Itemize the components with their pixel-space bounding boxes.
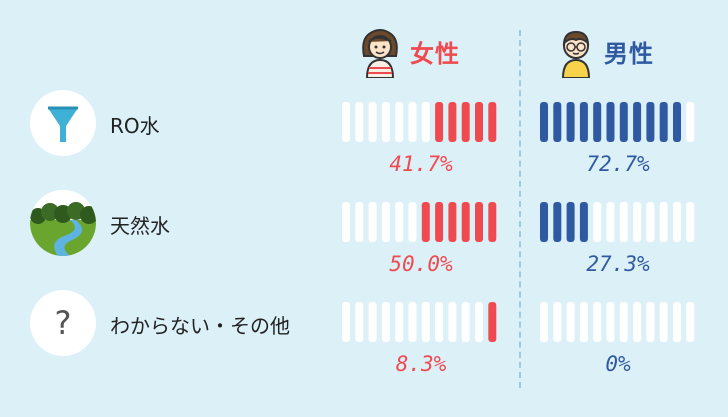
bar-segment-male-1-8 bbox=[646, 202, 655, 242]
male-natural-percent: 27.3% bbox=[586, 252, 650, 276]
bar-segment-female-1-7 bbox=[435, 202, 444, 242]
bar-segment-female-2-11 bbox=[488, 302, 497, 342]
bar-segment-male-1-7 bbox=[633, 202, 642, 242]
bar-segment-male-0-8 bbox=[646, 102, 655, 142]
bar-segment-female-0-0 bbox=[342, 102, 350, 142]
bar-segment-male-1-10 bbox=[673, 202, 681, 242]
bar-segment-male-0-7 bbox=[633, 102, 642, 142]
bar-segment-male-1-0 bbox=[540, 202, 548, 242]
bar-segment-male-0-5 bbox=[606, 102, 615, 142]
bar-segment-female-0-9 bbox=[461, 102, 470, 142]
bar-segment-female-2-5 bbox=[408, 302, 417, 342]
bar-segment-male-1-1 bbox=[553, 202, 562, 242]
bar-segment-female-1-8 bbox=[448, 202, 457, 242]
bar-segment-male-0-2 bbox=[566, 102, 575, 142]
ro-water-icon-circle bbox=[30, 90, 96, 156]
bar-segment-female-2-10 bbox=[475, 302, 483, 342]
category-label-unknown: わからない・その他 bbox=[110, 314, 290, 338]
unknown-icon-circle: ? bbox=[30, 290, 96, 356]
bar-segment-female-0-3 bbox=[381, 102, 390, 142]
bar-segment-female-1-4 bbox=[395, 202, 404, 242]
bar-segment-male-2-4 bbox=[593, 302, 602, 342]
bar-segment-female-2-0 bbox=[342, 302, 350, 342]
bar-segment-female-1-5 bbox=[408, 202, 417, 242]
category-label-natural: 天然水 bbox=[110, 214, 170, 238]
bar-segment-male-1-5 bbox=[606, 202, 615, 242]
column-divider bbox=[519, 30, 521, 388]
bar-segment-female-0-10 bbox=[475, 102, 483, 142]
question-mark-icon: ? bbox=[55, 304, 72, 342]
male-ro-percent: 72.7% bbox=[586, 152, 650, 176]
bar-segment-male-1-3 bbox=[579, 202, 588, 242]
male-header-icon bbox=[553, 26, 599, 79]
category-label-ro: RO水 bbox=[110, 114, 160, 138]
female-ro-percent: 41.7% bbox=[389, 152, 453, 176]
bar-segment-male-2-7 bbox=[633, 302, 642, 342]
bar-segment-female-0-1 bbox=[355, 102, 364, 142]
boy-with-glasses-icon bbox=[561, 30, 591, 79]
bar-segment-male-2-11 bbox=[686, 302, 695, 342]
bar-segment-female-2-7 bbox=[435, 302, 444, 342]
bar-segment-female-2-1 bbox=[355, 302, 364, 342]
bar-segment-male-2-5 bbox=[606, 302, 615, 342]
bar-segment-female-1-10 bbox=[475, 202, 483, 242]
bar-segment-male-0-4 bbox=[593, 102, 602, 142]
bar-segment-female-2-8 bbox=[448, 302, 457, 342]
bar-segment-female-2-2 bbox=[368, 302, 377, 342]
bar-segment-male-2-6 bbox=[619, 302, 628, 342]
bar-segment-male-2-8 bbox=[646, 302, 655, 342]
bar-segment-female-0-6 bbox=[421, 102, 430, 142]
bar-segment-male-0-3 bbox=[579, 102, 588, 142]
bar-segment-female-1-11 bbox=[488, 202, 497, 242]
bar-segment-female-1-1 bbox=[355, 202, 364, 242]
bar-segment-female-0-8 bbox=[448, 102, 457, 142]
bar-segment-female-1-9 bbox=[461, 202, 470, 242]
bar-segment-male-1-2 bbox=[566, 202, 575, 242]
funnel-icon bbox=[48, 106, 78, 142]
girl-icon bbox=[362, 29, 398, 79]
bar-segment-female-1-2 bbox=[368, 202, 377, 242]
bar-segment-female-0-2 bbox=[368, 102, 377, 142]
bar-segment-female-0-4 bbox=[395, 102, 404, 142]
male-unknown-percent: 0% bbox=[605, 352, 631, 376]
bar-segment-female-0-5 bbox=[408, 102, 417, 142]
bar-segment-male-0-9 bbox=[659, 102, 668, 142]
bar-segment-male-0-10 bbox=[673, 102, 681, 142]
bar-segment-male-1-11 bbox=[686, 202, 695, 242]
bar-segment-male-0-1 bbox=[553, 102, 562, 142]
female-header-label: 女性 bbox=[410, 40, 460, 68]
bar-segment-male-1-6 bbox=[619, 202, 628, 242]
bar-segment-female-0-7 bbox=[435, 102, 444, 142]
bar-segment-male-2-2 bbox=[566, 302, 575, 342]
bar-segment-male-2-3 bbox=[579, 302, 588, 342]
svg-text:?: ? bbox=[55, 304, 72, 342]
bar-segment-female-1-3 bbox=[381, 202, 390, 242]
bar-segment-male-2-0 bbox=[540, 302, 548, 342]
bar-segment-male-2-9 bbox=[659, 302, 668, 342]
bar-segment-female-2-3 bbox=[381, 302, 390, 342]
bar-segment-female-1-6 bbox=[421, 202, 430, 242]
bar-segment-female-1-0 bbox=[342, 202, 350, 242]
bar-segment-male-1-4 bbox=[593, 202, 602, 242]
male-header-label: 男性 bbox=[604, 40, 654, 68]
bar-segment-male-2-1 bbox=[553, 302, 562, 342]
bar-segment-female-2-4 bbox=[395, 302, 404, 342]
female-unknown-percent: 8.3% bbox=[395, 352, 447, 376]
female-natural-percent: 50.0% bbox=[389, 252, 453, 276]
bar-segment-female-2-6 bbox=[421, 302, 430, 342]
bar-segment-male-1-9 bbox=[659, 202, 668, 242]
bar-segment-male-0-0 bbox=[540, 102, 548, 142]
bar-segment-female-0-11 bbox=[488, 102, 497, 142]
bar-segment-female-2-9 bbox=[461, 302, 470, 342]
bar-segment-male-0-6 bbox=[619, 102, 628, 142]
female-header-icon bbox=[357, 26, 403, 79]
bar-segment-male-2-10 bbox=[673, 302, 681, 342]
bar-segment-male-0-11 bbox=[686, 102, 695, 142]
